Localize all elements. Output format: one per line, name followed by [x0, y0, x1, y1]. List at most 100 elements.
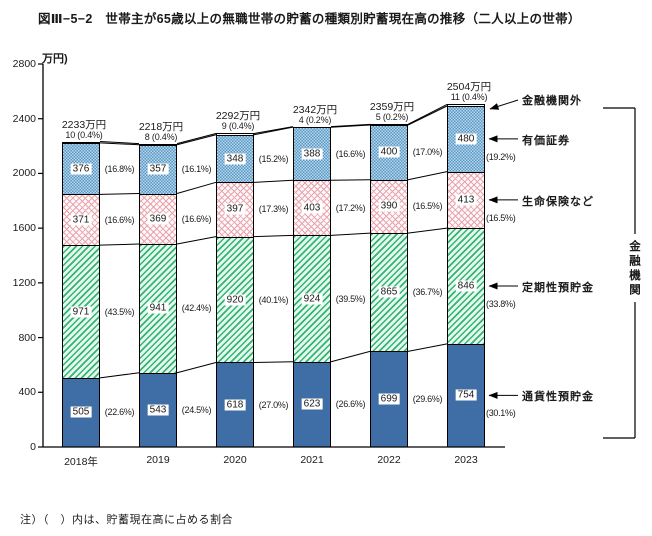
gap-percent-label: (27.0%) [258, 399, 289, 410]
gap-percent-label: (16.5%) [412, 201, 443, 212]
segment-connector-line [176, 361, 217, 374]
legend-percent: (19.2%) [486, 151, 516, 162]
gap-percent-label: (17.2%) [335, 202, 366, 213]
gap-percent-label: (16.6%) [104, 214, 135, 225]
legend-arrow [489, 99, 519, 110]
bar-value-label: 397 [224, 203, 246, 215]
y-tick-label: 1600 [12, 222, 36, 235]
outside-value-label: 4 (0.2%) [298, 114, 332, 125]
segment-connector-line [99, 142, 140, 146]
segment-connector-line [176, 181, 217, 195]
y-tick-label: 800 [18, 331, 36, 344]
legend-label: 通貨性預貯金 [522, 391, 594, 404]
gap-percent-label: (26.6%) [335, 399, 366, 410]
bar-value-label: 388 [301, 148, 323, 160]
bar-value-label: 348 [224, 153, 246, 165]
bar-value-label: 699 [378, 393, 400, 405]
segment-connector-line [407, 171, 448, 181]
total-label: 2504万円 [446, 81, 492, 94]
gap-percent-label: (36.7%) [412, 287, 443, 298]
total-label: 2233万円 [61, 118, 107, 131]
segment-connector-line [253, 361, 294, 363]
bar-segment [62, 141, 100, 143]
bar-value-label: 403 [301, 202, 323, 214]
segment-connector-line [407, 227, 448, 234]
outside-value-label: 5 (0.2%) [375, 112, 409, 123]
segment-connector-line [176, 133, 217, 145]
segment-connector-line [99, 243, 140, 246]
gap-percent-label: (17.3%) [258, 204, 289, 215]
bar-value-label: 754 [455, 389, 477, 401]
legend-label: 金融機関外 [522, 95, 582, 107]
bar-value-label: 371 [70, 214, 92, 226]
segment-connector-line [253, 126, 294, 136]
bar-segment [216, 182, 254, 237]
bar-value-label: 390 [378, 200, 400, 212]
outside-value-label: 8 (0.4%) [144, 131, 178, 142]
x-tick-label: 2021 [300, 454, 324, 466]
gap-percent-label: (42.4%) [181, 303, 212, 314]
bar-value-label: 941 [147, 302, 169, 314]
gap-percent-label: (43.5%) [104, 306, 135, 317]
bar-segment [447, 104, 485, 106]
segment-connector-line [176, 134, 217, 146]
bar-value-label: 376 [70, 163, 92, 175]
bar-value-label: 369 [147, 213, 169, 225]
bar-value-label: 357 [147, 163, 169, 175]
bar-value-label: 865 [378, 286, 400, 298]
gap-percent-label: (15.2%) [258, 153, 289, 164]
y-tick-label: 2400 [12, 112, 36, 125]
legend-label: 生命保険など [522, 195, 594, 208]
bar-value-label: 413 [455, 194, 477, 206]
segment-connector-line [330, 179, 371, 181]
segment-connector-line [253, 126, 294, 134]
bar-value-label: 480 [455, 133, 477, 145]
x-tick-label: 2020 [223, 454, 247, 466]
gap-percent-label: (40.1%) [258, 294, 289, 305]
segment-connector-line [99, 141, 140, 145]
segment-connector-line [330, 123, 371, 128]
figure-note: 注）（ ）内は、貯蓄現在高に占める割合 [20, 514, 233, 526]
bar-segment [293, 126, 331, 128]
gap-percent-label: (16.6%) [335, 148, 366, 159]
segment-connector-line [99, 193, 140, 195]
segment-connector-line [253, 234, 294, 238]
y-axis-unit-label: 万円) [42, 53, 68, 65]
legend-label: 有価証券 [522, 134, 570, 147]
gap-percent-label: (39.5%) [335, 293, 366, 304]
segment-connector-line [176, 236, 217, 245]
gap-percent-label: (22.6%) [104, 407, 135, 418]
bar-segment [216, 133, 254, 135]
bar-value-label: 505 [70, 406, 92, 418]
bar-value-label: 400 [378, 146, 400, 158]
bar-segment [139, 143, 177, 145]
bracket-label: 金融機関 [628, 240, 640, 298]
bar-value-label: 846 [455, 280, 477, 292]
y-tick-label: 2800 [12, 58, 36, 70]
segment-connector-line [253, 179, 294, 183]
bar-value-label: 924 [301, 293, 323, 305]
y-tick-label: 1200 [12, 276, 36, 289]
segment-connector-line [407, 343, 448, 352]
total-label: 2342万円 [292, 103, 338, 116]
gap-percent-label: (16.8%) [104, 163, 135, 174]
legend-percent: (16.5%) [486, 212, 516, 223]
bar-segment [370, 124, 408, 126]
outside-value-label: 11 (0.4%) [450, 92, 488, 103]
bar-value-label: 920 [224, 294, 246, 306]
x-tick-label: 2022 [377, 454, 401, 466]
segment-connector-line [99, 372, 140, 379]
figure-title: 図Ⅲ−5−2 世帯主が65歳以上の無職世帯の貯蓄の種類別貯蓄現在高の推移（二人以… [38, 12, 581, 26]
x-tick-label: 2019 [146, 454, 170, 466]
y-tick-label: 400 [18, 386, 36, 399]
bar-value-label: 971 [70, 306, 92, 317]
x-tick-label: 2018年 [64, 456, 98, 468]
gap-percent-label: (24.5%) [181, 404, 212, 415]
segment-connector-line [330, 124, 371, 128]
total-label: 2359万円 [369, 101, 415, 114]
total-label: 2218万円 [138, 120, 184, 133]
gap-percent-label: (29.6%) [412, 394, 443, 405]
total-label: 2292万円 [215, 110, 261, 123]
bar-value-label: 623 [301, 398, 323, 410]
